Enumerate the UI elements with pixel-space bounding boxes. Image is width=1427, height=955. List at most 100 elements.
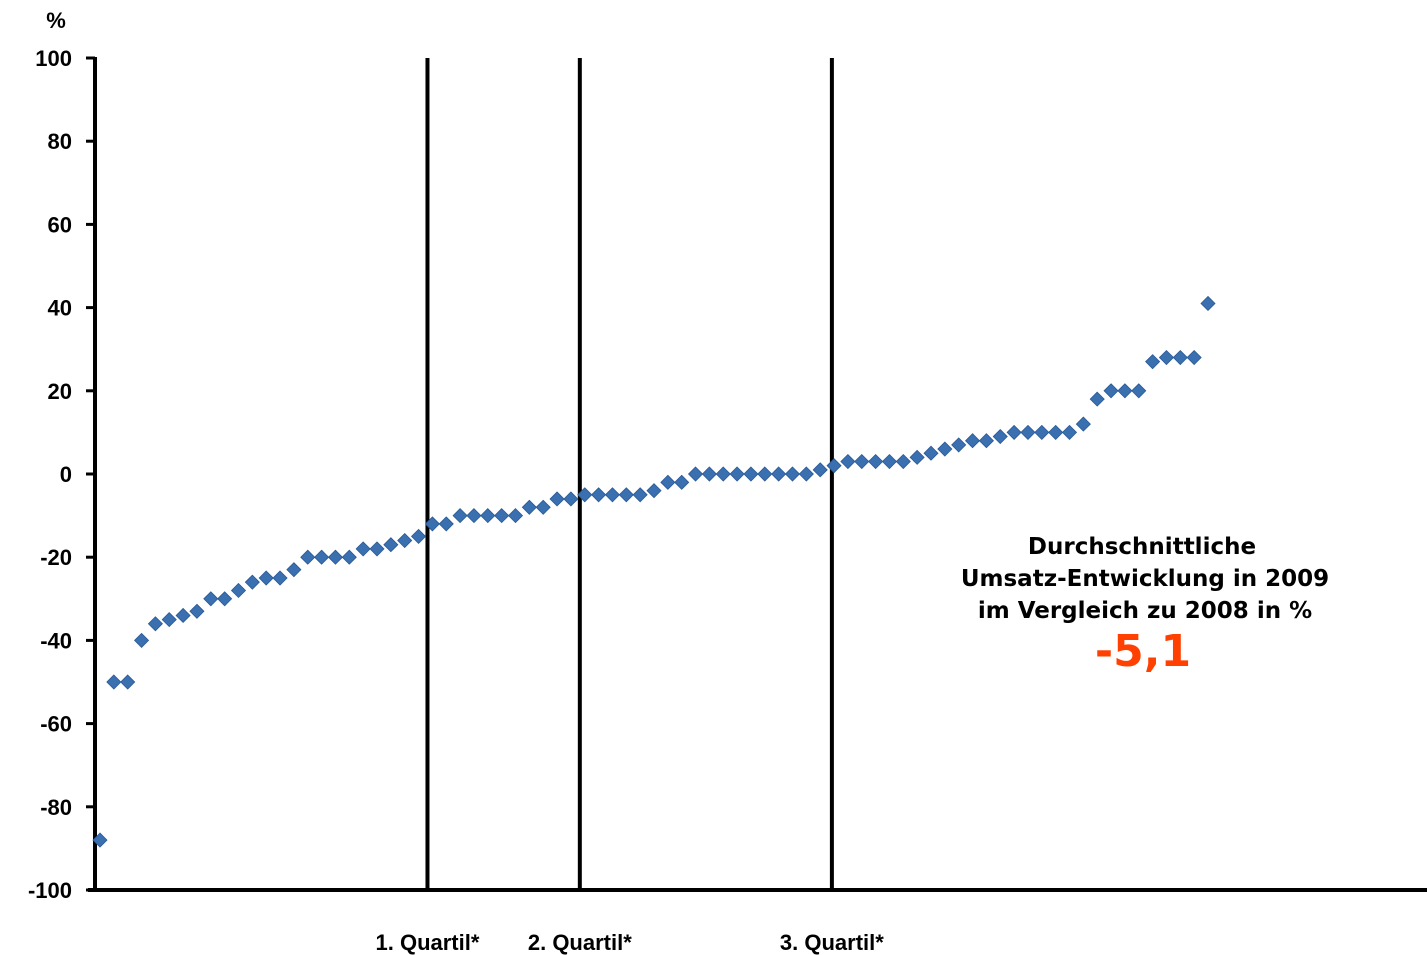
data-point xyxy=(341,549,357,565)
data-point xyxy=(701,466,717,482)
quartile-lines xyxy=(425,58,834,890)
data-point xyxy=(978,433,994,449)
data-point xyxy=(175,607,191,624)
data-point xyxy=(480,508,496,524)
data-point xyxy=(1145,354,1161,370)
data-point xyxy=(258,570,274,586)
data-point xyxy=(646,483,662,499)
average-annotation: Durchschnittliche Umsatz-Entwicklung in … xyxy=(961,534,1329,677)
data-point xyxy=(106,674,122,690)
data-point xyxy=(771,466,787,482)
data-point xyxy=(535,499,551,515)
data-point xyxy=(147,616,163,632)
data-point xyxy=(92,832,108,848)
data-point xyxy=(632,487,648,503)
data-point xyxy=(868,453,884,470)
data-point xyxy=(687,466,704,482)
data-point xyxy=(964,433,981,449)
data-point xyxy=(438,516,454,532)
data-point xyxy=(327,549,344,565)
data-point xyxy=(1006,424,1022,440)
data-points xyxy=(92,295,1216,848)
y-tick-label: -20 xyxy=(40,545,72,570)
data-point xyxy=(507,508,524,524)
data-point xyxy=(1075,416,1091,432)
data-point xyxy=(300,549,316,565)
quartile-labels: 1. Quartil* 2. Quartil* 3. Quartil* xyxy=(376,930,885,955)
data-point xyxy=(272,570,288,586)
data-point xyxy=(1103,383,1119,399)
data-point xyxy=(189,603,205,619)
data-point xyxy=(314,549,330,565)
y-tick-label: 80 xyxy=(48,129,72,154)
data-point xyxy=(618,487,634,503)
data-point xyxy=(424,516,440,532)
y-tick-label: -80 xyxy=(40,795,72,820)
data-point xyxy=(397,532,413,549)
data-point xyxy=(230,582,247,599)
data-point xyxy=(840,453,856,470)
y-tick-label: 60 xyxy=(48,212,72,237)
data-point xyxy=(286,562,302,578)
data-point xyxy=(591,487,607,503)
data-point xyxy=(881,453,898,470)
data-point xyxy=(743,466,759,482)
y-tick-label: -40 xyxy=(40,628,72,653)
data-point xyxy=(410,528,427,544)
data-point xyxy=(355,541,371,557)
data-point xyxy=(1172,349,1188,366)
annotation-line-1: Durchschnittliche xyxy=(1028,534,1256,560)
data-point xyxy=(563,491,579,507)
data-point xyxy=(1048,424,1064,440)
data-point xyxy=(812,462,828,478)
data-point xyxy=(1020,424,1036,440)
data-point xyxy=(895,453,911,470)
data-point xyxy=(1186,349,1202,366)
data-point xyxy=(715,466,731,482)
y-tick-label: -60 xyxy=(40,712,72,737)
y-axis-ticks: 100 80 60 40 20 0 -20 -40 -60 -80 -100 xyxy=(28,46,95,903)
data-point xyxy=(1131,383,1147,399)
data-point xyxy=(951,437,967,453)
data-point xyxy=(1200,295,1216,312)
data-point xyxy=(494,508,510,524)
data-point xyxy=(1034,424,1050,440)
data-point xyxy=(1061,424,1078,440)
data-point xyxy=(660,474,676,490)
quartile-label: 3. Quartil* xyxy=(780,930,884,955)
data-point xyxy=(674,474,690,490)
data-point xyxy=(1089,391,1105,407)
data-point xyxy=(757,466,773,482)
data-point xyxy=(604,487,621,503)
data-point xyxy=(577,487,593,503)
y-tick-label: -100 xyxy=(28,878,72,903)
y-axis-unit: % xyxy=(46,8,66,33)
data-point xyxy=(549,491,565,507)
y-tick-label: 20 xyxy=(48,379,72,404)
data-point xyxy=(1117,383,1133,399)
data-point xyxy=(120,674,136,690)
data-point xyxy=(729,466,745,482)
data-point xyxy=(369,541,385,557)
annotation-value: -5,1 xyxy=(1095,626,1191,677)
data-point xyxy=(452,508,468,524)
data-point xyxy=(937,441,953,457)
data-point xyxy=(133,632,150,648)
data-point xyxy=(992,428,1008,445)
y-tick-label: 100 xyxy=(35,46,72,71)
data-point xyxy=(798,466,814,482)
data-point xyxy=(161,612,177,628)
quartile-label: 1. Quartil* xyxy=(376,930,480,955)
data-point xyxy=(466,508,482,524)
y-tick-label: 0 xyxy=(60,462,72,487)
annotation-line-2: Umsatz-Entwicklung in 2009 xyxy=(961,566,1329,592)
data-point xyxy=(521,499,537,515)
data-point xyxy=(923,445,939,461)
data-point xyxy=(203,591,219,607)
quartile-label: 2. Quartil* xyxy=(528,930,632,955)
data-point xyxy=(826,458,842,474)
data-point xyxy=(383,537,399,553)
data-point xyxy=(784,466,801,482)
data-point xyxy=(854,453,870,470)
